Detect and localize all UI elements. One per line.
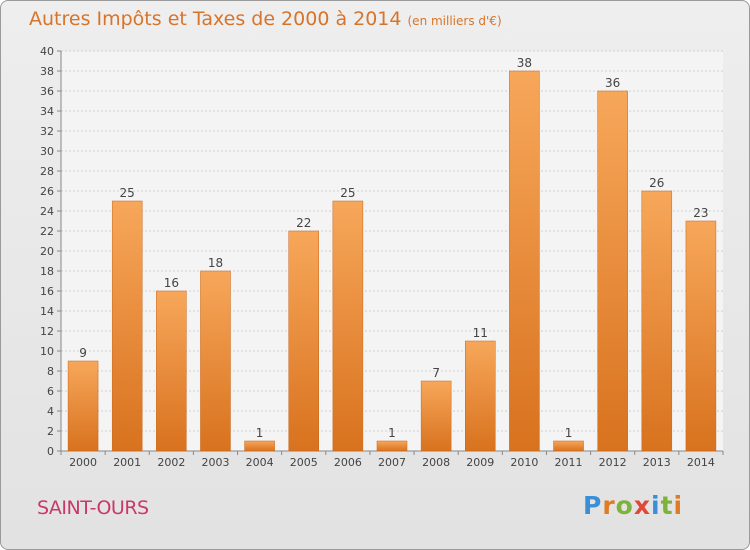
data-label-2000: 9 [79,346,87,360]
bar-2011 [553,440,584,452]
bar-2000 [67,360,99,452]
y-tick-label: 2 [47,425,54,438]
y-tick-label: 38 [40,65,54,78]
logo-letter: t [660,491,674,520]
y-tick-label: 24 [40,205,54,218]
x-tick-label-2013: 2013 [643,456,671,469]
x-tick-label-2001: 2001 [113,456,141,469]
chart-title-text: Autres Impôts et Taxes de 2000 à 2014 [29,8,402,30]
y-tick-label: 16 [40,285,54,298]
bar-2003 [200,270,231,452]
x-tick-label-2006: 2006 [334,456,362,469]
x-tick-label-2011: 2011 [555,456,583,469]
bar-2013 [641,190,673,452]
bar-2009 [465,340,496,452]
logo-letter: P [583,491,603,520]
data-label-2012: 36 [605,76,620,90]
logo-letter: i [673,491,684,520]
data-label-2004: 1 [256,426,264,440]
y-tick-label: 36 [40,85,54,98]
data-label-2009: 11 [473,326,488,340]
data-label-2005: 22 [296,216,311,230]
y-tick-label: 14 [40,305,54,318]
y-tick-label: 0 [47,445,54,458]
x-tick-label-2004: 2004 [246,456,274,469]
logo-letter: r [602,491,616,520]
x-tick-label-2010: 2010 [510,456,538,469]
commune-name: SAINT-OURS [37,497,149,519]
data-label-2001: 25 [120,186,135,200]
bar-2010 [509,70,540,452]
bar-2007 [376,440,408,452]
y-tick-label: 20 [40,245,54,258]
bar-2012 [597,90,628,452]
y-tick-label: 18 [40,265,54,278]
bar-2004 [244,440,275,452]
y-tick-label: 26 [40,185,54,198]
chart-title: Autres Impôts et Taxes de 2000 à 2014 (en… [29,8,502,30]
logo-letter: o [615,491,634,520]
proxiti-logo: Proxiti [583,491,683,520]
data-label-2014: 23 [693,206,708,220]
data-label-2008: 7 [432,366,440,380]
bar-2008 [420,380,452,452]
x-tick-label-2009: 2009 [466,456,494,469]
bar-2006 [332,200,364,452]
x-tick-label-2008: 2008 [422,456,450,469]
x-tick-label-2003: 2003 [201,456,229,469]
y-tick-label: 34 [40,105,54,118]
data-label-2013: 26 [649,176,664,190]
y-tick-label: 22 [40,225,54,238]
y-tick-label: 40 [40,45,54,58]
y-tick-label: 30 [40,145,54,158]
data-label-2003: 18 [208,256,223,270]
y-tick-label: 10 [40,345,54,358]
data-label-2010: 38 [517,56,532,70]
bar-2001 [111,200,143,452]
x-tick-label-2012: 2012 [599,456,627,469]
x-tick-label-2002: 2002 [157,456,185,469]
data-label-2007: 1 [388,426,396,440]
chart-subtitle: (en milliers d'€) [407,14,502,28]
y-tick-label: 6 [47,385,54,398]
bar-2005 [288,230,319,452]
x-tick-label-2007: 2007 [378,456,406,469]
bar-2002 [156,290,187,452]
x-tick-label-2000: 2000 [69,456,97,469]
y-tick-label: 4 [47,405,54,418]
data-label-2006: 25 [340,186,355,200]
x-tick-label-2005: 2005 [290,456,318,469]
y-tick-label: 32 [40,125,54,138]
logo-letter: i [651,491,661,520]
x-tick-label-2014: 2014 [687,456,715,469]
y-tick-label: 12 [40,325,54,338]
y-tick-label: 8 [47,365,54,378]
logo-letter: x [633,491,651,520]
bar-2014 [685,220,717,452]
data-label-2002: 16 [164,276,179,290]
y-tick-label: 28 [40,165,54,178]
data-label-2011: 1 [565,426,573,440]
